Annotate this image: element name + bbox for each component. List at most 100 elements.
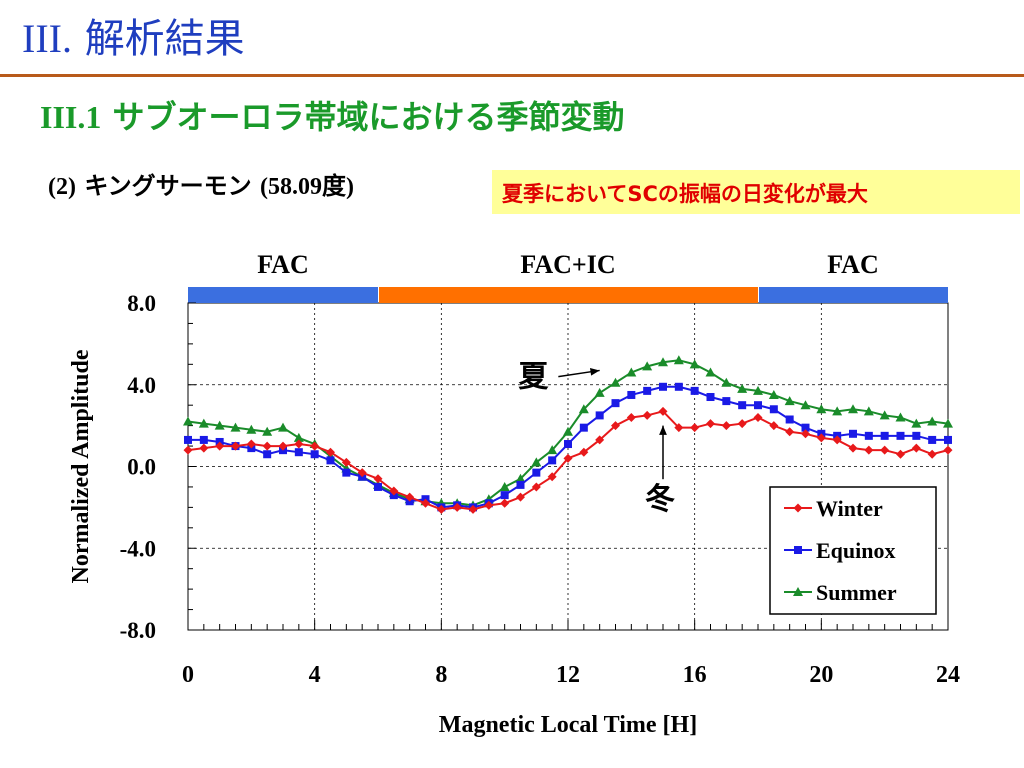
- data-point-summer: [768, 389, 779, 399]
- data-point-winter: [626, 412, 636, 422]
- data-point-winter: [753, 412, 763, 422]
- data-point-equinox: [880, 431, 889, 440]
- data-point-equinox: [801, 423, 810, 432]
- data-point-summer: [911, 418, 922, 428]
- data-point-winter: [500, 498, 510, 508]
- data-point-winter: [943, 445, 953, 455]
- data-point-equinox: [690, 386, 699, 395]
- data-point-summer: [293, 432, 304, 442]
- data-point-winter: [579, 447, 589, 457]
- data-point-equinox: [564, 440, 572, 449]
- data-point-winter: [215, 441, 225, 451]
- data-point-equinox: [516, 480, 525, 489]
- station-latitude: (58.09度): [259, 174, 354, 200]
- data-point-equinox: [944, 435, 952, 444]
- slide-title-number: III.: [22, 16, 72, 61]
- data-point-summer: [784, 396, 795, 406]
- data-point-winter: [531, 482, 541, 492]
- x-tick-label: 24: [936, 662, 960, 688]
- data-point-summer: [832, 406, 843, 416]
- legend-swatch-marker: [793, 587, 803, 596]
- chart-body: FAC FAC+IC FAC 0 4 8 12 16 20 24 8.0 4.0 0.0 -4.0 -8.0…: [68, 250, 960, 738]
- data-point-winter: [864, 445, 874, 455]
- data-point-winter: [341, 457, 351, 467]
- data-point-winter: [896, 449, 905, 459]
- station-prefix: (2): [48, 174, 76, 200]
- data-point-summer: [800, 400, 811, 410]
- data-point-equinox: [310, 450, 319, 459]
- data-point-winter: [326, 447, 335, 457]
- data-point-equinox: [722, 397, 731, 406]
- data-point-winter: [436, 504, 446, 514]
- data-point-equinox: [896, 431, 905, 440]
- data-point-equinox: [643, 386, 652, 395]
- data-point-winter: [199, 443, 209, 453]
- legend-label-winter: Winter: [816, 496, 883, 521]
- data-point-winter: [880, 445, 890, 455]
- data-point-equinox: [342, 468, 351, 477]
- data-point-summer: [198, 418, 209, 428]
- data-point-winter: [927, 449, 937, 459]
- data-point-winter: [262, 441, 272, 451]
- data-point-equinox: [627, 390, 636, 399]
- title-divider: [0, 74, 1024, 77]
- data-point-winter: [294, 439, 304, 449]
- data-point-winter: [911, 443, 921, 453]
- data-point-summer: [594, 387, 605, 397]
- data-point-winter: [611, 421, 620, 431]
- section-heading: III.1 サブオーロラ帯域における季節変動: [40, 92, 625, 138]
- data-point-summer: [705, 367, 716, 377]
- data-point-winter: [642, 410, 652, 420]
- data-point-equinox: [659, 382, 667, 391]
- data-point-equinox: [184, 435, 192, 444]
- data-point-summer: [689, 359, 700, 369]
- data-point-winter: [231, 441, 240, 451]
- y-tick-label: 8.0: [127, 291, 156, 316]
- data-point-summer: [895, 412, 906, 422]
- data-point-summer: [927, 416, 938, 426]
- data-point-summer: [863, 406, 874, 416]
- annotation-label: 夏: [518, 361, 549, 394]
- region-label-0: FAC: [257, 250, 309, 279]
- y-tick-label: 4.0: [127, 373, 156, 398]
- data-point-winter: [690, 423, 700, 433]
- series-winter: [183, 406, 953, 514]
- data-point-equinox: [579, 423, 588, 432]
- region-label-2: FAC: [827, 250, 879, 279]
- data-point-equinox: [864, 431, 873, 440]
- data-point-winter: [484, 500, 494, 510]
- data-point-summer: [230, 422, 241, 432]
- data-point-winter: [674, 423, 684, 433]
- x-tick-label: 4: [309, 662, 321, 688]
- data-point-summer: [262, 426, 273, 436]
- data-point-winter: [737, 419, 747, 429]
- data-point-winter: [801, 429, 810, 439]
- data-point-summer: [563, 426, 573, 436]
- annotation-arrowhead: [659, 425, 667, 435]
- region-band-1: [379, 287, 758, 303]
- data-point-summer: [658, 357, 668, 367]
- data-point-summer: [848, 404, 858, 414]
- data-point-winter: [246, 439, 256, 449]
- data-point-summer: [547, 445, 558, 455]
- data-point-summer: [879, 410, 890, 420]
- data-point-summer: [246, 424, 257, 434]
- data-point-winter: [832, 435, 842, 445]
- data-point-winter: [389, 486, 399, 496]
- legend-label-summer: Summer: [816, 580, 897, 605]
- data-point-winter: [848, 443, 858, 453]
- data-point-winter: [563, 453, 573, 463]
- slide-title: III. 解析結果: [22, 6, 245, 64]
- data-point-summer: [816, 404, 827, 414]
- data-point-winter: [595, 435, 605, 445]
- data-point-equinox: [738, 401, 747, 410]
- data-point-summer: [578, 404, 589, 414]
- data-point-summer: [943, 418, 953, 428]
- data-point-winter: [468, 504, 478, 514]
- data-point-equinox: [912, 431, 921, 440]
- data-point-winter: [310, 441, 320, 451]
- data-point-winter: [405, 492, 415, 502]
- region-label-1: FAC+IC: [520, 250, 615, 279]
- data-point-equinox: [374, 482, 382, 491]
